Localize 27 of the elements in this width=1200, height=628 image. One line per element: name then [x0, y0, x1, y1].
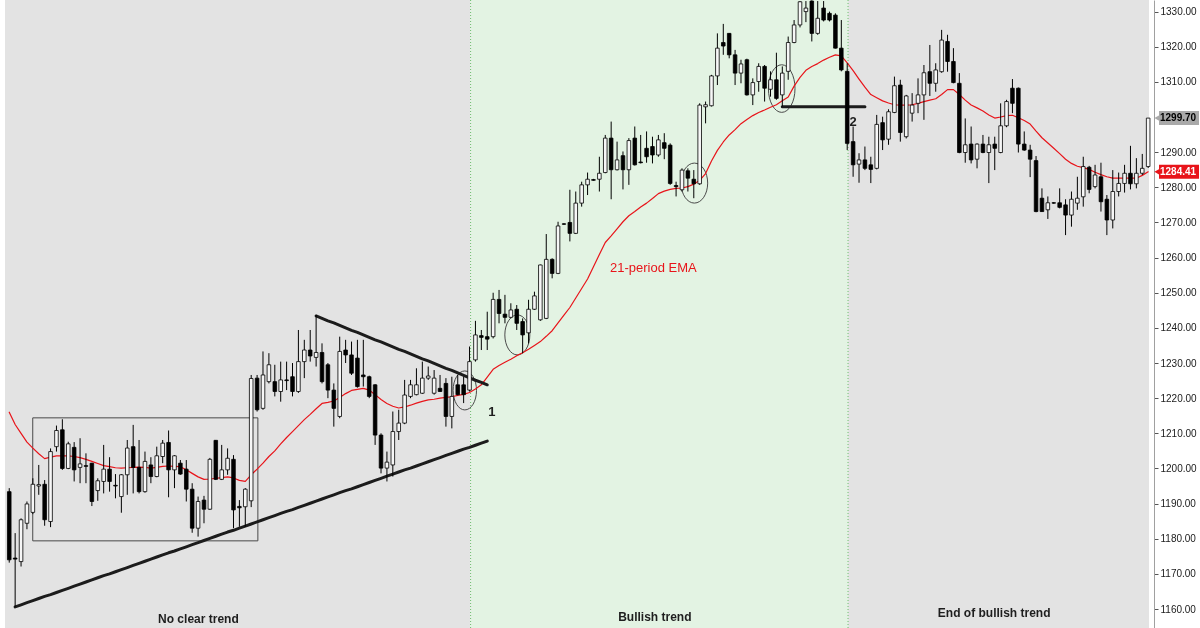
annotation: End of bullish trend — [937, 606, 1051, 620]
annotation: Bullish trend — [618, 610, 692, 624]
annotation: No clear trend — [158, 612, 239, 626]
y-tick-label: 1290.00 — [1160, 146, 1198, 158]
y-tick-label: 1220.00 — [1160, 392, 1198, 404]
y-tick-label: 1330.00 — [1160, 6, 1198, 18]
annotation: 2 — [849, 114, 857, 129]
y-tick-label: 1180.00 — [1160, 533, 1197, 545]
y-tick-label: 1230.00 — [1160, 357, 1198, 369]
y-tick-label: 1260.00 — [1160, 252, 1198, 264]
y-tick-label: 1320.00 — [1160, 41, 1198, 53]
y-tick-label: 1210.00 — [1160, 427, 1198, 439]
y-tick-label: 1170.00 — [1160, 568, 1197, 580]
text: 1299.70 — [1160, 112, 1197, 124]
annotation: 1 — [488, 404, 496, 419]
y-tick-label: 1250.00 — [1160, 287, 1198, 299]
line-series — [13, 439, 489, 609]
y-tick-label: 1280.00 — [1160, 181, 1198, 193]
y-tick-label: 1310.00 — [1160, 76, 1198, 88]
y-tick-label: 1200.00 — [1160, 462, 1198, 474]
y-tick-label: 1270.00 — [1160, 216, 1198, 228]
y-tick-label: 1190.00 — [1160, 498, 1197, 510]
series-label: 21-period EMA — [609, 260, 698, 276]
y-tick-label: 1240.00 — [1160, 322, 1198, 334]
y-tick-label: 1160.00 — [1160, 603, 1197, 615]
line-series — [314, 314, 489, 387]
text: 1284.41 — [1160, 165, 1197, 177]
